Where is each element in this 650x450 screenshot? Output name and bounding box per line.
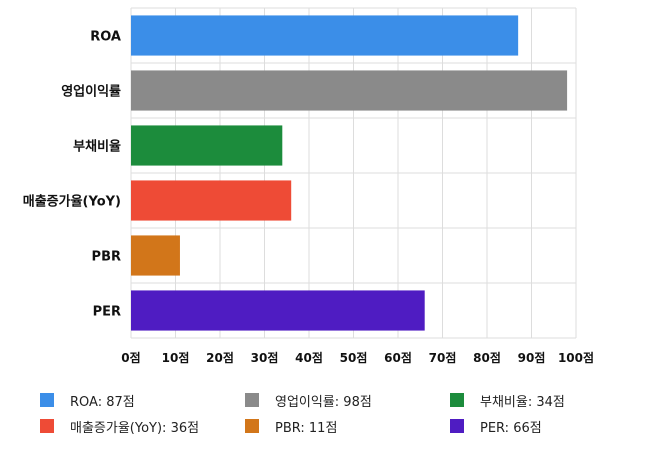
category-label: 영업이익률	[61, 84, 121, 100]
legend-swatch	[450, 419, 464, 433]
category-label: ROA	[90, 30, 121, 45]
legend-item-debt-ratio[interactable]: 부채비율: 34점	[450, 390, 565, 410]
legend-item-roa[interactable]: ROA: 87점	[40, 390, 135, 410]
x-tick-label: 30점	[251, 350, 279, 365]
category-label: 부채비율	[73, 139, 121, 155]
legend-swatch	[40, 419, 54, 433]
bar[interactable]	[131, 70, 568, 111]
legend-swatch	[245, 419, 259, 433]
legend-label: PBR: 11점	[275, 420, 338, 436]
bar[interactable]	[131, 180, 292, 221]
legend-label: PER: 66점	[480, 420, 542, 436]
x-tick-label: 20점	[206, 350, 234, 365]
x-tick-label: 70점	[429, 350, 457, 365]
x-tick-label: 0점	[121, 350, 140, 365]
legend-label: 부채비율: 34점	[480, 394, 565, 410]
x-tick-label: 50점	[340, 350, 368, 365]
legend-item-operating-margin[interactable]: 영업이익률: 98점	[245, 390, 372, 410]
bar[interactable]	[131, 125, 283, 166]
legend-item-per[interactable]: PER: 66점	[450, 416, 542, 436]
legend-item-pbr[interactable]: PBR: 11점	[245, 416, 337, 436]
x-tick-label: 40점	[295, 350, 323, 365]
legend-swatch	[450, 393, 464, 407]
legend-item-sales-growth[interactable]: 매출증가율(YoY): 36점	[40, 416, 199, 436]
bar[interactable]	[131, 15, 519, 56]
x-tick-label: 100점	[558, 350, 594, 365]
bar[interactable]	[131, 290, 425, 331]
category-label: PBR	[92, 250, 121, 265]
tick-labels: 0점 10점 20점 30점 40점 50점 60점 70점 80점 90점 100점	[121, 350, 594, 365]
legend-swatch	[245, 393, 259, 407]
category-label: 매출증가율(YoY)	[23, 194, 121, 210]
bars	[131, 15, 568, 331]
x-tick-label: 60점	[384, 350, 412, 365]
legend-label: 영업이익률: 98점	[275, 394, 372, 410]
category-label: PER	[93, 305, 121, 320]
x-tick-label: 80점	[473, 350, 501, 365]
x-tick-label: 90점	[518, 350, 546, 365]
legend-label: ROA: 87점	[70, 394, 135, 410]
grid	[130, 7, 577, 339]
legend-label: 매출증가율(YoY): 36점	[70, 420, 200, 436]
legend-swatch	[40, 393, 54, 407]
x-tick-label: 10점	[162, 350, 190, 365]
bar[interactable]	[131, 235, 180, 276]
